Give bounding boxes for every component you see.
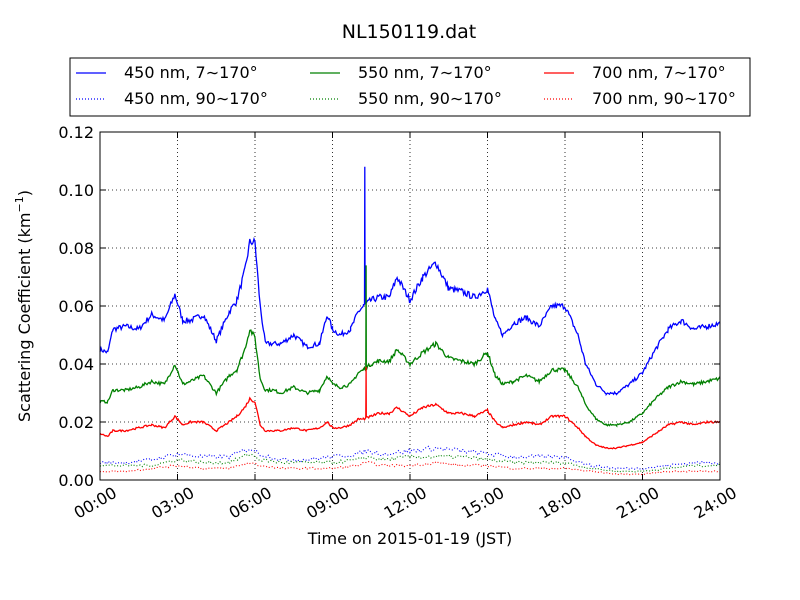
legend-label-1: 550 nm, 7∼170° — [358, 63, 492, 82]
x-axis-label: Time on 2015-01-19 (JST) — [307, 529, 512, 548]
legend-label-4: 550 nm, 90∼170° — [358, 89, 502, 108]
y-tick-label: 0.04 — [58, 355, 94, 374]
legend-box — [69, 57, 751, 117]
y-axis-label: Scattering Coefficient (km−1) — [13, 190, 34, 422]
x-tick-label: 15:00 — [458, 483, 507, 523]
grid — [99, 131, 721, 481]
series-group — [99, 166, 721, 476]
x-tick-label: 03:00 — [148, 483, 197, 523]
x-tick-label: 12:00 — [381, 483, 430, 523]
y-tick-label: 0.02 — [58, 413, 94, 432]
x-tick-label: 24:00 — [691, 483, 740, 523]
x-tick-label: 21:00 — [613, 483, 662, 523]
y-tick-label: 0.10 — [58, 181, 94, 200]
legend: 450 nm, 7∼170° 550 nm, 7∼170° 700 nm, 7∼17… — [69, 57, 751, 117]
x-tick-label: 09:00 — [303, 483, 352, 523]
series-line-4 — [99, 453, 721, 473]
series-line-0 — [99, 166, 721, 397]
series-line-1 — [99, 265, 721, 428]
series-line-2 — [99, 366, 721, 450]
y-tick-label: 0.00 — [58, 471, 94, 490]
legend-label-2: 700 nm, 7∼170° — [592, 63, 726, 82]
series-line-5 — [99, 461, 721, 476]
y-tick-label: 0.12 — [58, 123, 94, 142]
x-tick-label: 18:00 — [536, 483, 585, 523]
chart-title: NL150119.dat — [342, 21, 477, 43]
legend-label-3: 450 nm, 90∼170° — [124, 89, 268, 108]
y-axis-label-main: Scattering Coefficient (km — [15, 212, 34, 422]
x-tick-label: 06:00 — [226, 483, 275, 523]
y-axis-label-close: ) — [15, 190, 34, 196]
legend-label-0: 450 nm, 7∼170° — [124, 63, 258, 82]
legend-label-5: 700 nm, 90∼170° — [592, 89, 736, 108]
y-tick-label: 0.06 — [58, 297, 94, 316]
y-tick-label: 0.08 — [58, 239, 94, 258]
y-axis-label-sup: −1 — [13, 196, 26, 212]
